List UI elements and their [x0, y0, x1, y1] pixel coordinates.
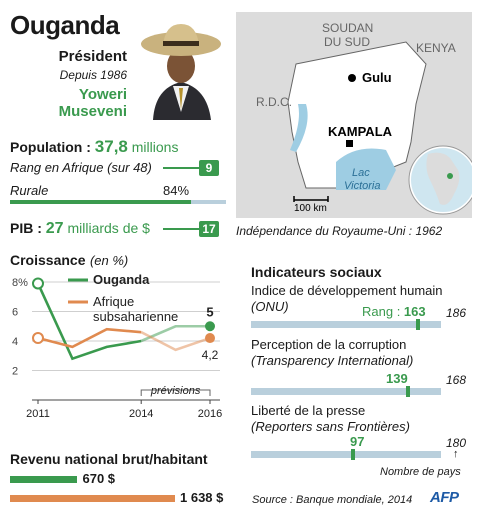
y-tick-label: 8% — [12, 277, 28, 289]
map-label-lake-1: Lac — [352, 167, 370, 179]
pib-line: PIB : 27 milliards de $ — [10, 220, 150, 238]
hdi-bar — [251, 321, 441, 328]
president-since: Depuis 1986 — [59, 68, 127, 82]
corruption-line1: Perception de la corruption — [251, 337, 407, 352]
income-bar-uganda — [10, 476, 78, 483]
press-marker — [351, 449, 356, 460]
social-item-hdi: Indice de développement humain (ONU) — [251, 283, 443, 315]
pib-label: PIB : — [10, 220, 42, 236]
page-title: Ouganda — [10, 10, 120, 40]
hdi-rank-text: Rang : 163 — [362, 304, 426, 319]
press-rank: 97 — [350, 434, 365, 449]
population-rank-line — [163, 167, 203, 169]
growth-title: Croissance — [10, 252, 86, 268]
pib-rank-badge: 17 — [199, 221, 219, 237]
income-value-africa: 1 638 $ — [180, 490, 224, 505]
map-label-lake-2: Victoria — [344, 180, 380, 192]
population-value: 37,8 — [94, 137, 128, 156]
population-rank-badge: 9 — [199, 160, 219, 176]
afp-logo: AFP — [430, 489, 459, 506]
end-point — [205, 333, 215, 344]
growth-unit: (en %) — [89, 253, 129, 268]
hdi-line1: Indice de développement humain — [251, 283, 443, 298]
map-label-rdc: R.D.C. — [256, 95, 292, 109]
income-title: Revenu national brut/habitant — [10, 451, 208, 467]
series-line-africa — [37, 327, 142, 349]
map-label-gulu: Gulu — [362, 70, 392, 85]
x-tick-label: 2011 — [26, 408, 50, 420]
arrow-up-icon: ↑ — [453, 448, 459, 460]
president-name: Yoweri Museveni — [20, 86, 127, 120]
corruption-rank: 139 — [386, 371, 408, 386]
end-label-africa: 4,2 — [202, 348, 219, 362]
president-portrait — [135, 16, 227, 121]
rural-label: Rurale — [10, 183, 49, 198]
legend-label-africa-2: subsaharienne — [93, 309, 178, 324]
hdi-line2: (ONU) — [251, 299, 289, 314]
source-note: Source : Banque mondiale, 2014 — [252, 494, 413, 506]
start-point — [32, 277, 44, 290]
series-forecast-uganda — [140, 324, 210, 343]
map-label-kampala: KAMPALA — [328, 124, 393, 139]
start-point — [32, 332, 44, 345]
series-line-uganda — [36, 282, 142, 361]
pib-value: 27 — [45, 220, 64, 237]
forecast-label: prévisions — [150, 385, 201, 397]
rural-value: 84% — [163, 183, 190, 198]
end-point — [205, 321, 215, 332]
legend-label-africa-1: Afrique — [93, 294, 134, 309]
y-tick-label: 6 — [12, 307, 18, 319]
social-item-corruption: Perception de la corruption (Transparenc… — [251, 337, 413, 369]
social-item-press: Liberté de la presse (Reporters sans Fro… — [251, 403, 410, 435]
rural-bar-fill — [10, 200, 192, 204]
corruption-line2: (Transparency International) — [251, 353, 414, 368]
president-first-name: Yoweri — [78, 86, 127, 103]
hdi-rank-prefix: Rang : — [362, 304, 404, 319]
map-label-sudan-line2: DU SUD — [324, 35, 370, 49]
y-tick-label: 4 — [12, 336, 18, 348]
president-last-name: Museveni — [58, 103, 127, 120]
hdi-total: 186 — [446, 306, 467, 320]
social-title: Indicateurs sociaux — [251, 264, 382, 280]
series-forecast-africa — [140, 330, 211, 352]
population-unit: millions — [131, 139, 179, 155]
income-bar-africa — [10, 495, 175, 502]
growth-title-line: Croissance (en %) — [10, 252, 128, 270]
uganda-map: SOUDAN DU SUD KENYA R.D.C. Gulu KAMPALA … — [236, 12, 472, 218]
x-tick-label: 2016 — [198, 408, 222, 420]
corruption-marker — [406, 386, 411, 397]
forecast-bracket — [140, 389, 211, 396]
pib-unit: milliards de $ — [67, 220, 150, 236]
president-label: Président — [58, 48, 127, 65]
growth-chart: 2 4 6 8% 2011 2014 2016 prévisions 5 4,2 Ouganda Af… — [12, 272, 222, 420]
press-bar — [251, 451, 441, 458]
press-line2: (Reporters sans Frontières) — [251, 419, 410, 434]
income-value-uganda: 670 $ — [82, 471, 116, 486]
hdi-rank: 163 — [403, 304, 426, 319]
press-line1: Liberté de la presse — [251, 403, 366, 418]
corruption-total: 168 — [446, 373, 467, 387]
map-label-kenya: KENYA — [416, 41, 456, 55]
pib-rank-line — [163, 228, 203, 230]
independence-note: Indépendance du Royaume-Uni : 1962 — [236, 224, 443, 238]
corruption-bar — [251, 388, 441, 395]
x-tick-label: 2014 — [129, 408, 153, 420]
press-total: 180 — [446, 436, 467, 450]
population-line: Population : 37,8 millions — [10, 137, 178, 157]
map-label-sudan-line1: SOUDAN — [322, 21, 373, 35]
map-scale-label: 100 km — [294, 203, 327, 214]
population-rank-label: Rang en Afrique (sur 48) — [10, 160, 152, 175]
y-tick-label: 2 — [12, 366, 18, 378]
end-label-uganda: 5 — [206, 304, 213, 319]
population-label: Population : — [10, 139, 91, 155]
legend-label-uganda: Ouganda — [93, 272, 150, 287]
hdi-marker — [415, 319, 420, 330]
social-footnote: Nombre de pays — [380, 466, 461, 478]
